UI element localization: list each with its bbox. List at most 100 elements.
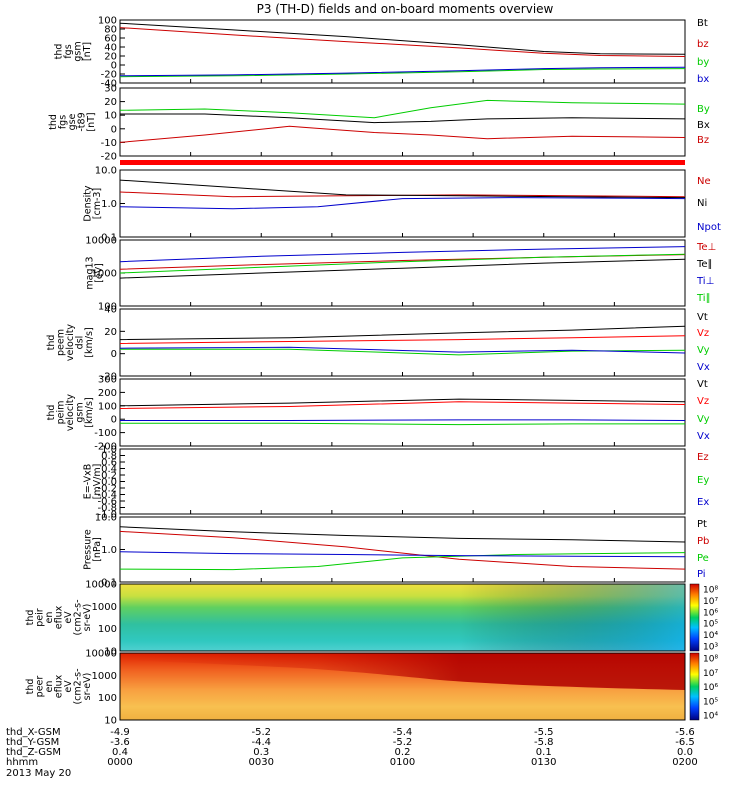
panel-5-ylabel-line: velocity [65, 324, 76, 362]
legend-Vt: Vt [697, 379, 708, 390]
series-line-Npot [119, 197, 686, 210]
panel-6-ytick: 0 [111, 415, 117, 426]
panel-10-ylabel-line: eflux [54, 674, 65, 698]
series-line-Vt [119, 325, 686, 341]
colorbar-tick-label: 10⁴ [703, 631, 718, 641]
colorbar-tick-label: 10⁴ [703, 712, 718, 722]
panel-7-ylabel-line: E=-VxB [83, 464, 94, 499]
panel-10-ytick: 1000 [92, 671, 117, 682]
panel-7-ytick: 0.4 [101, 464, 117, 475]
xaxis-value: -3.6 [110, 737, 130, 748]
panel-10-ylabel-line: (cm2-s- [73, 668, 84, 704]
xaxis-value: 0.1 [536, 747, 552, 758]
legend-Vz: Vz [697, 328, 709, 339]
panel-1-ylabel-line: thd [54, 44, 65, 60]
legend-Bt: Bt [697, 18, 708, 29]
panel-9-ytick: 10000 [85, 580, 117, 591]
panel-7-ylabel-line: [mV/m] [92, 464, 103, 500]
panel-5-ytick: 20 [104, 327, 117, 338]
xaxis-value: 0200 [672, 757, 697, 768]
panel-9-ylabel-line: en [44, 612, 55, 624]
legend-Pe: Pe [697, 553, 709, 564]
panel-3-ytick: 0.1 [101, 233, 117, 244]
panel-4-ylabel-line: [eV] [94, 263, 105, 283]
panel-frame [119, 19, 686, 84]
legend-By: By [697, 104, 710, 115]
panel-7-ytick: -0.6 [97, 497, 117, 508]
panel-2-ytick: -10 [101, 138, 117, 149]
panel-frame [119, 239, 686, 307]
series-line-Vz [119, 335, 686, 344]
panel-5-ytick: 40 [104, 305, 117, 316]
xaxis-row-label: hhmm [6, 757, 38, 768]
panel-7-ytick: 0.2 [101, 471, 117, 482]
colorbar-tick-label: 10⁸ [703, 655, 718, 665]
colorbar-tick-label: 10⁷ [703, 597, 718, 607]
series-line-Ti∥ [119, 253, 686, 274]
legend-Pt: Pt [697, 519, 707, 530]
series-line-Te∥ [119, 258, 686, 279]
panel-frame [119, 516, 686, 583]
panel-10-ytick: 10000 [85, 649, 117, 660]
xaxis-value: 0.3 [253, 747, 269, 758]
panel-10-ytick: 10 [104, 716, 117, 727]
panel-10-ylabel-line: peer [35, 676, 46, 698]
panel-5-ytick: 0 [111, 349, 117, 360]
panel-8-ytick: 1.0 [101, 545, 117, 556]
xaxis-value: -5.2 [393, 737, 413, 748]
panel-1-ylabel-line: gsm [73, 41, 84, 61]
electron-colorbar [689, 652, 700, 721]
panel-5-ylabel-line: peem [56, 329, 67, 356]
series-line-Pi [119, 551, 686, 558]
colorbar-tick-label: 10⁵ [703, 620, 718, 630]
panel-8-ytick: 10.0 [95, 513, 117, 524]
legend-Vx: Vx [697, 431, 710, 442]
panel-5-ylabel-line: [km/s] [84, 327, 95, 357]
panel-7-ytick: -0.4 [97, 490, 117, 501]
xaxis-row-label: thd_X-GSM [6, 727, 61, 738]
series-line-Vz [119, 401, 686, 409]
panel-8: Pressure[nPa] 10.0 1.0 0.1 Pt Pb Pe Pi [83, 513, 710, 589]
panel-9-ylabel-line: eV [63, 611, 74, 624]
panel-10-ylabel-line: eV [63, 680, 74, 693]
legend-Pb: Pb [697, 536, 709, 547]
series-line-bx [119, 66, 686, 77]
panel-7-ytick: 0.8 [101, 451, 117, 462]
series-line-Bx [120, 113, 686, 124]
series-line-Pb [119, 530, 686, 570]
panel-4-ylabel-line: mag13 [85, 256, 96, 289]
panel-4-ytick: 10000 [85, 236, 117, 247]
xaxis-value: 0000 [107, 757, 132, 768]
xaxis-value: -5.8 [534, 737, 554, 748]
series-line-Ti⊥ [119, 246, 686, 263]
panel-3-ytick: 1.0 [101, 199, 117, 210]
legend-bz: bz [697, 39, 709, 50]
xaxis-value: -5.2 [251, 727, 271, 738]
legend-Ti∥: Ti∥ [696, 293, 711, 304]
panel-2-ylabel-line: fgs [58, 115, 69, 129]
panel-2-ylabel-line: gse [67, 113, 78, 130]
panel-6-ylabel-line: gsm [75, 402, 86, 422]
panel-7-ytick: -0.8 [97, 503, 117, 514]
panel-9-ytick: 1000 [92, 602, 117, 613]
panel-7-ytick: 1.0 [101, 445, 117, 456]
panel-separator-bar [120, 160, 685, 165]
panel-7-ytick: -1.0 [97, 510, 117, 521]
legend-Ni: Ni [697, 198, 707, 209]
series-line-By [119, 99, 686, 119]
legend-Ey: Ey [697, 475, 709, 486]
legend-Vx: Vx [697, 362, 710, 373]
panel-9-ytick: 100 [98, 624, 117, 635]
panel-6-ytick: 300 [98, 375, 117, 386]
panel-8-ytick: 0.1 [101, 578, 117, 589]
series-line-Bz [119, 125, 686, 143]
panel-9-ylabel-line: peir [35, 608, 46, 627]
panel-2-ytick: 0 [111, 124, 117, 135]
panel-2-ylabel-line: thd [48, 114, 59, 130]
legend-Npot: Npot [697, 222, 721, 233]
legend-bx: bx [697, 74, 709, 85]
